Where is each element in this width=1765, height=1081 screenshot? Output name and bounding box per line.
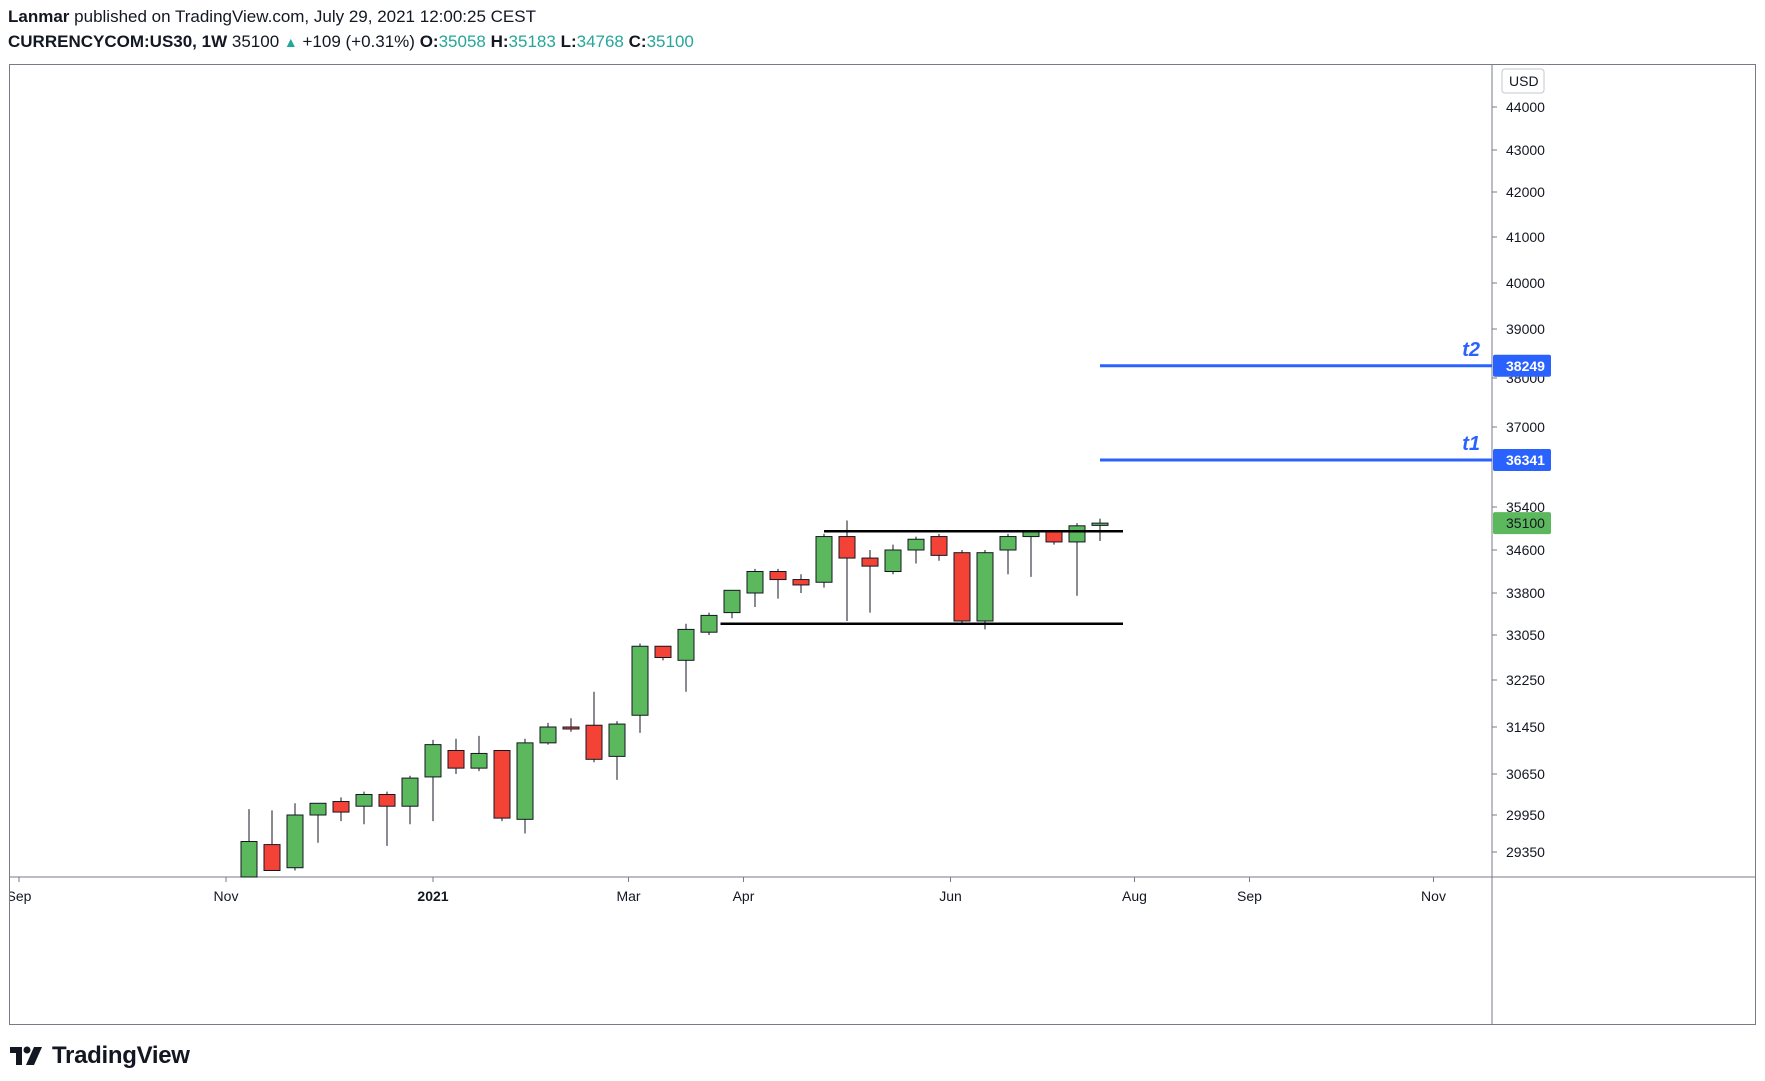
time-tick-label: Mar bbox=[616, 888, 640, 904]
t1-target-label: t1 bbox=[1462, 433, 1480, 455]
candle-body[interactable] bbox=[539, 726, 557, 744]
price-tick-label: 30650 bbox=[1506, 766, 1545, 782]
t1-price-tag bbox=[1493, 448, 1551, 471]
candle-body[interactable] bbox=[723, 589, 741, 614]
author-name[interactable]: Lanmar bbox=[8, 7, 70, 26]
tradingview-logo-icon bbox=[10, 1046, 42, 1065]
brand-name: TradingView bbox=[52, 1042, 190, 1069]
time-tick-label: 2021 bbox=[417, 888, 448, 904]
time-tick-label: Sep bbox=[10, 888, 32, 904]
price-tick-label: 32250 bbox=[1506, 672, 1545, 688]
tradingview-logo[interactable]: TradingView bbox=[10, 1042, 190, 1070]
candle-body[interactable] bbox=[608, 723, 626, 757]
price-tick-label: 39000 bbox=[1506, 321, 1545, 337]
candle-body[interactable] bbox=[769, 571, 787, 581]
time-tick-label: Jun bbox=[939, 888, 962, 904]
currency-label: USD bbox=[1509, 73, 1539, 89]
time-tick-label: Sep bbox=[1237, 888, 1262, 904]
candle-body[interactable] bbox=[1045, 530, 1063, 543]
t2-price-tag bbox=[1493, 354, 1551, 377]
candle-body[interactable] bbox=[401, 777, 419, 807]
candle-body[interactable] bbox=[1091, 522, 1109, 526]
candle-body[interactable] bbox=[976, 552, 994, 622]
candle-body[interactable] bbox=[907, 538, 925, 551]
close-label: C: bbox=[628, 32, 647, 51]
candle-body[interactable] bbox=[562, 726, 580, 730]
price-tick-label: 29950 bbox=[1506, 807, 1545, 823]
time-tick-label: Nov bbox=[214, 888, 239, 904]
candle-body[interactable] bbox=[355, 794, 373, 807]
chart-frame: 29350 29950 30650 31450 32250 33050 33800 34600… bbox=[9, 64, 1756, 1025]
close-value: 35100 bbox=[646, 32, 694, 51]
price-tick-label: 43000 bbox=[1506, 142, 1545, 158]
symbol-name[interactable]: CURRENCYCOM:US30, 1W bbox=[8, 32, 228, 51]
candle-body[interactable] bbox=[677, 628, 695, 661]
last-price: 35100 bbox=[231, 32, 280, 51]
candle-body[interactable] bbox=[332, 801, 350, 813]
candle-body[interactable] bbox=[654, 645, 672, 658]
price-tick-label: 31450 bbox=[1506, 719, 1545, 735]
last-price-tag bbox=[1493, 512, 1551, 535]
price-change: +109 (+0.31%) bbox=[302, 32, 415, 51]
up-arrow-icon: ▲ bbox=[283, 34, 298, 50]
candle-body[interactable] bbox=[746, 571, 764, 594]
price-tick-label: 40000 bbox=[1506, 275, 1545, 291]
t2-price-tag-label: 38249 bbox=[1506, 358, 1545, 374]
symbol-legend: CURRENCYCOM:US30, 1W 35100 ▲ +109 (+0.31… bbox=[8, 31, 694, 53]
candle-body[interactable] bbox=[930, 536, 948, 556]
candle-body[interactable] bbox=[838, 536, 856, 559]
time-tick-label: Apr bbox=[733, 888, 755, 904]
open-label: O: bbox=[419, 32, 439, 51]
candle-body[interactable] bbox=[240, 841, 258, 878]
price-tick-label: 33050 bbox=[1506, 627, 1545, 643]
candle-body[interactable] bbox=[999, 536, 1017, 551]
publish-text: published on TradingView.com, July 29, 2… bbox=[74, 7, 536, 26]
high-label: H: bbox=[490, 32, 509, 51]
chart-header: Lanmar published on TradingView.com, Jul… bbox=[8, 6, 694, 53]
price-tick-label: 37000 bbox=[1506, 419, 1545, 435]
candle-body[interactable] bbox=[884, 549, 902, 572]
time-tick-label: Nov bbox=[1421, 888, 1446, 904]
candle-body[interactable] bbox=[263, 844, 281, 871]
last-price-tag-label: 35100 bbox=[1506, 515, 1545, 531]
candle-body[interactable] bbox=[953, 552, 971, 622]
candle-body[interactable] bbox=[286, 814, 304, 869]
price-tick-label: 34600 bbox=[1506, 542, 1545, 558]
candle-body[interactable] bbox=[493, 750, 511, 819]
price-tick-label: 35400 bbox=[1506, 499, 1545, 515]
low-value: 34768 bbox=[576, 32, 624, 51]
candle-body[interactable] bbox=[516, 742, 534, 820]
low-label: L: bbox=[560, 32, 577, 51]
candle-body[interactable] bbox=[585, 724, 603, 760]
t1-price-tag-label: 36341 bbox=[1506, 452, 1545, 468]
price-tick-label: 29350 bbox=[1506, 844, 1545, 860]
candlestick-chart[interactable]: 29350 29950 30650 31450 32250 33050 33800 34600… bbox=[10, 65, 1755, 1024]
candle-body[interactable] bbox=[378, 794, 396, 807]
open-value: 35058 bbox=[438, 32, 486, 51]
candle-body[interactable] bbox=[447, 750, 465, 769]
candle-body[interactable] bbox=[700, 614, 718, 633]
high-value: 35183 bbox=[508, 32, 556, 51]
time-tick-label: Aug bbox=[1122, 888, 1147, 904]
candle-body[interactable] bbox=[792, 579, 810, 586]
publish-info: Lanmar published on TradingView.com, Jul… bbox=[8, 6, 694, 28]
currency-badge[interactable] bbox=[1501, 68, 1545, 94]
price-tick-label: 33800 bbox=[1506, 585, 1545, 601]
candle-body[interactable] bbox=[309, 802, 327, 816]
candle-body[interactable] bbox=[424, 744, 442, 778]
t2-target-label: t2 bbox=[1462, 339, 1480, 361]
price-tick-label: 41000 bbox=[1506, 229, 1545, 245]
candle-body[interactable] bbox=[631, 645, 649, 716]
price-tick-label: 42000 bbox=[1506, 184, 1545, 200]
candle-body[interactable] bbox=[815, 536, 833, 583]
price-tick-label: 44000 bbox=[1506, 99, 1545, 115]
candle-body[interactable] bbox=[861, 557, 879, 567]
candle-body[interactable] bbox=[1068, 525, 1086, 543]
candle-body[interactable] bbox=[470, 752, 488, 769]
